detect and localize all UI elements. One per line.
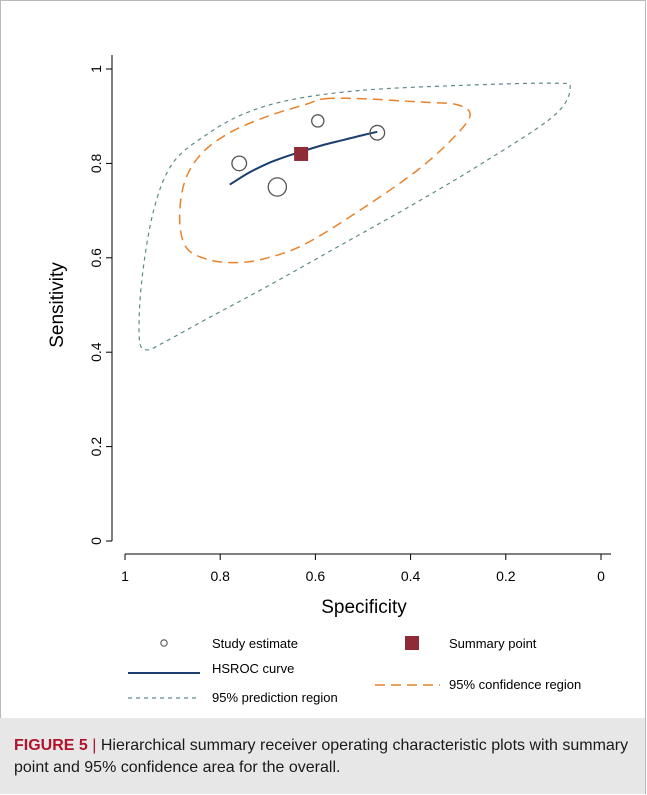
study-estimate-point (231, 155, 248, 172)
legend-summary-point-marker (405, 636, 419, 650)
caption-figure-label: FIGURE 5 (14, 737, 88, 754)
legend-summary-point-label: Summary point (449, 636, 537, 651)
x-tick-label: 0 (597, 568, 605, 584)
x-tick-label: 0.4 (401, 568, 421, 584)
prediction-region-contour (138, 82, 571, 351)
hsroc-chart: 0 0.2 0.4 0.6 0.8 1 1 0.8 0.6 0.4 0.2 0 Specificity… (47, 55, 611, 705)
study-estimate-point (267, 177, 288, 197)
x-tick-label: 0.6 (306, 568, 326, 584)
x-tick-label: 0.8 (210, 568, 230, 584)
axes: 0 0.2 0.4 0.6 0.8 1 1 0.8 0.6 0.4 0.2 0 (88, 55, 611, 584)
y-axis-title: Sensitivity (47, 262, 68, 348)
x-axis-title: Specificity (321, 597, 407, 618)
y-tick-label: 0 (88, 537, 104, 545)
legend-confidence-region-label: 95% confidence region (449, 677, 581, 692)
y-tick-label: 0.8 (88, 153, 104, 173)
summary-point-marker (294, 146, 309, 161)
caption-separator: | (92, 737, 97, 754)
caption-text: Hierarchical summary receiver operating … (14, 737, 629, 776)
y-tick-label: 0.2 (88, 437, 104, 457)
x-tick-label: 1 (121, 568, 129, 584)
x-tick-label: 0.2 (496, 568, 516, 584)
legend: Study estimate Summary point HSROC curve… (128, 636, 581, 705)
plot-area (138, 82, 571, 351)
y-tick-label: 0.6 (88, 248, 104, 268)
legend-study-estimate-label: Study estimate (212, 636, 298, 651)
confidence-region-contour (178, 97, 471, 264)
y-tick-label: 1 (88, 65, 104, 73)
legend-hsroc-curve-label: HSROC curve (212, 661, 294, 676)
legend-study-estimate-marker (160, 639, 168, 647)
legend-prediction-region-label: 95% prediction region (212, 690, 338, 705)
study-estimate-point (369, 124, 386, 141)
study-estimate-point (311, 114, 325, 128)
y-tick-label: 0.4 (88, 342, 104, 362)
figure-caption: FIGURE 5 | Hierarchical summary receiver… (0, 718, 645, 794)
